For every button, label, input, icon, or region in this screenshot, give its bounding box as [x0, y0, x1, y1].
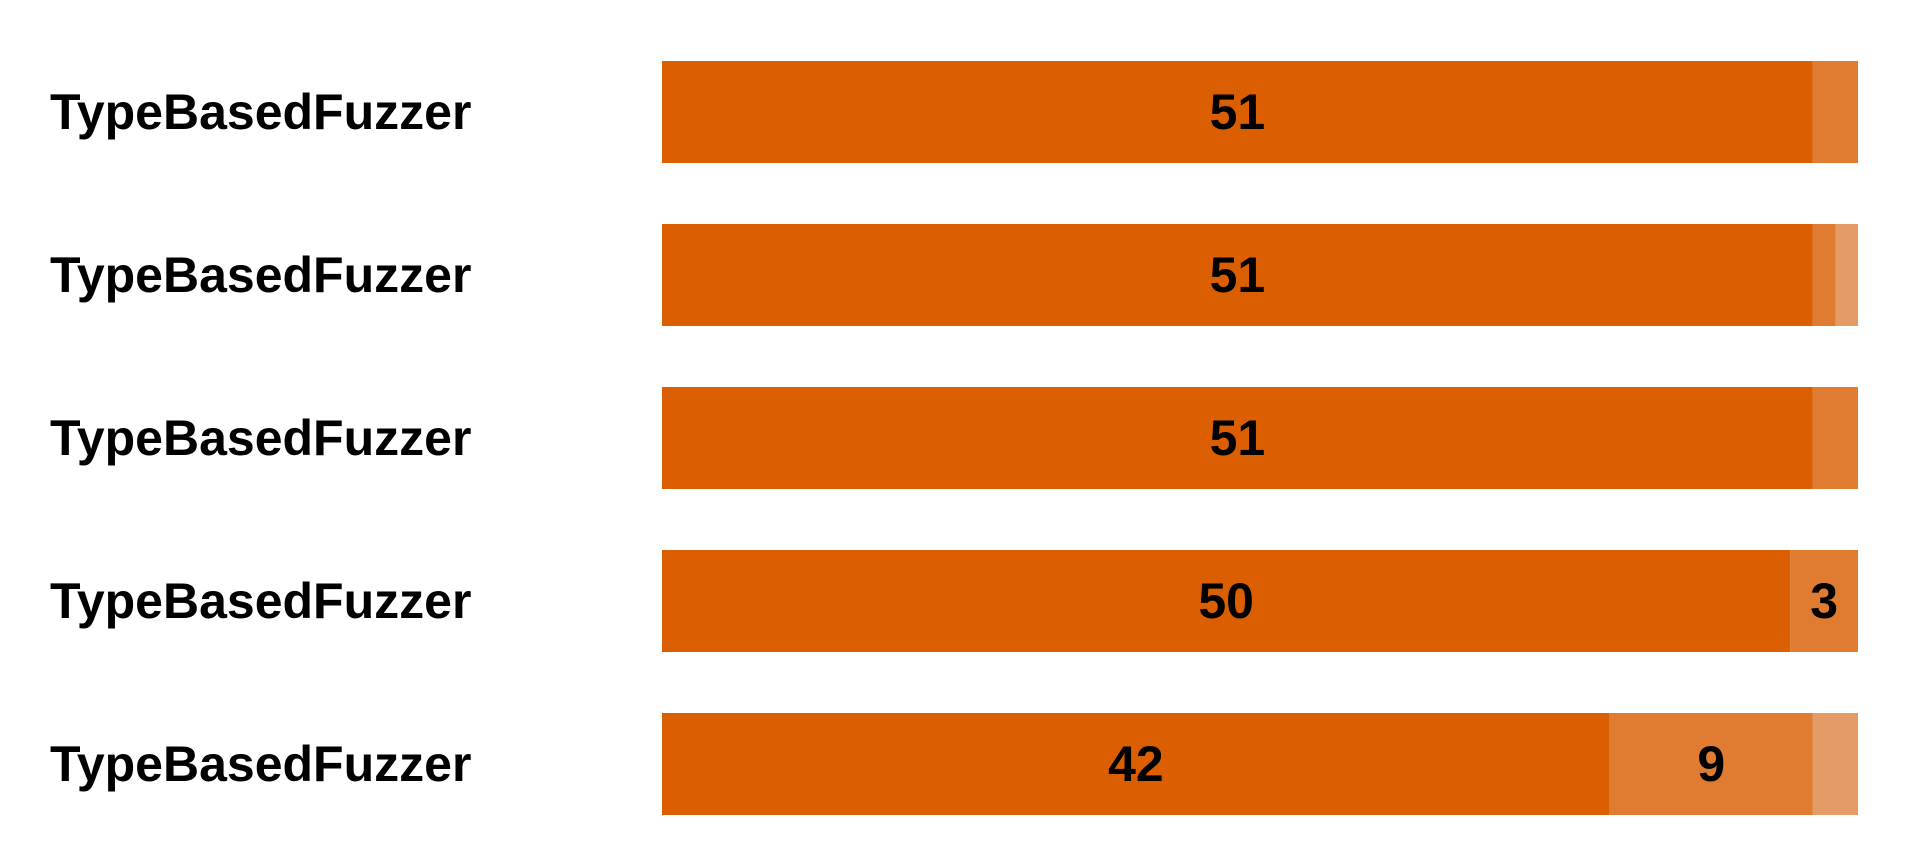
bar-segment [1835, 224, 1858, 326]
category-label: TypeBasedFuzzer [50, 247, 471, 303]
data-label: 51 [1210, 247, 1266, 303]
category-label: TypeBasedFuzzer [50, 736, 471, 792]
data-label: 50 [1198, 573, 1254, 629]
bar-segment [662, 61, 1813, 163]
bar-segment [662, 387, 1813, 489]
bar-segment [1790, 550, 1858, 652]
category-label: TypeBasedFuzzer [50, 573, 471, 629]
data-label: 42 [1108, 736, 1164, 792]
bar-row: TypeBasedFuzzer 42 9 [50, 713, 1858, 815]
bar-segment [1812, 224, 1836, 326]
bar-row: TypeBasedFuzzer 50 3 [50, 550, 1858, 652]
category-label: TypeBasedFuzzer [50, 84, 471, 140]
category-label: TypeBasedFuzzer [50, 410, 471, 466]
data-label: 51 [1210, 410, 1266, 466]
bar-segment [662, 713, 1610, 815]
bar-segment [1812, 61, 1858, 163]
bar-row: TypeBasedFuzzer 51 [50, 61, 1858, 163]
bar-segment [1812, 387, 1858, 489]
bar-row: TypeBasedFuzzer 51 [50, 387, 1858, 489]
data-label: 51 [1210, 84, 1266, 140]
bar-segment [662, 550, 1791, 652]
bar-row: TypeBasedFuzzer 51 [50, 224, 1858, 326]
bar-segment [1812, 713, 1858, 815]
data-label: 9 [1697, 736, 1725, 792]
bar-segment [662, 224, 1813, 326]
data-label: 3 [1810, 573, 1838, 629]
bar-segment [1609, 713, 1813, 815]
